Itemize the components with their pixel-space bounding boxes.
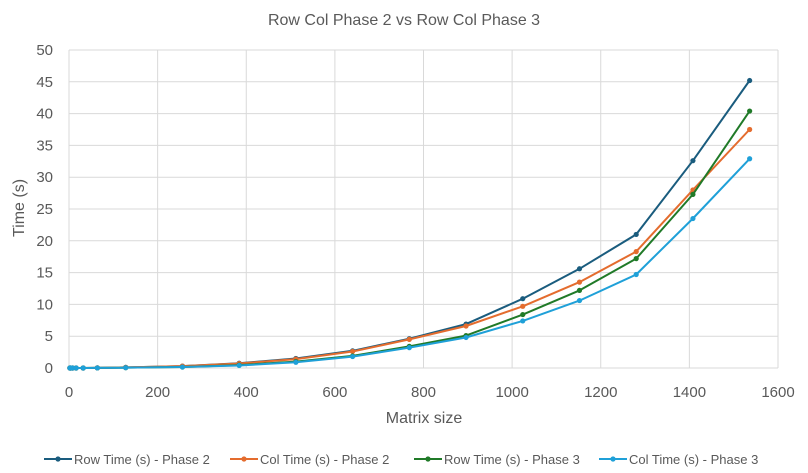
data-point <box>520 303 526 309</box>
data-point <box>520 318 526 324</box>
data-point <box>690 158 696 164</box>
y-tick-label: 40 <box>36 106 53 123</box>
data-point <box>747 77 753 84</box>
x-tick-label: 0 <box>65 384 73 401</box>
data-point <box>350 348 356 355</box>
data-point <box>236 362 242 369</box>
data-point <box>406 345 412 351</box>
y-tick-label: 15 <box>36 265 53 282</box>
x-tick-label: 1000 <box>495 384 528 401</box>
y-tick-label: 45 <box>36 74 53 91</box>
legend-item: Col Time (s) - Phase 2 <box>230 452 389 467</box>
legend-marker <box>55 456 61 462</box>
data-point <box>576 287 583 294</box>
x-tick-label: 400 <box>234 384 259 401</box>
data-point <box>690 215 696 222</box>
data-point <box>576 279 583 285</box>
legend-marker <box>610 456 616 462</box>
series-line <box>69 128 751 369</box>
y-tick-label: 35 <box>36 137 53 154</box>
series-1 <box>67 77 753 371</box>
data-point <box>633 256 639 262</box>
legend-marker <box>425 456 431 462</box>
legend-item: Row Time (s) - Phase 2 <box>44 452 210 467</box>
data-point <box>463 323 469 329</box>
data-point <box>123 365 129 371</box>
chart-title: Row Col Phase 2 vs Row Col Phase 3 <box>268 12 540 29</box>
y-tick-label: 25 <box>36 201 53 218</box>
data-point <box>520 296 526 302</box>
data-point <box>690 191 696 197</box>
data-point <box>350 353 356 360</box>
data-point <box>633 271 639 278</box>
y-axis-label: Time (s) <box>11 179 28 237</box>
x-axis-ticks: 0 200 400 600 800 1000 1200 1400 1600 <box>65 384 795 401</box>
data-point <box>633 249 639 255</box>
x-tick-label: 1200 <box>584 384 617 401</box>
data-point <box>179 364 186 370</box>
x-tick-label: 1600 <box>761 384 794 401</box>
data-point <box>406 336 412 342</box>
y-tick-label: 10 <box>36 296 53 313</box>
legend-marker <box>241 456 247 462</box>
series-group <box>67 77 753 371</box>
data-point <box>633 231 639 238</box>
data-point <box>747 156 753 162</box>
y-tick-label: 0 <box>45 360 53 377</box>
y-tick-label: 30 <box>36 169 53 186</box>
legend-label: Col Time (s) - Phase 2 <box>260 452 389 467</box>
y-tick-label: 20 <box>36 233 53 250</box>
data-point <box>747 126 753 133</box>
legend: Row Time (s) - Phase 2 Col Time (s) - Pha… <box>44 452 758 467</box>
data-point <box>94 365 100 371</box>
gridlines <box>68 49 779 369</box>
x-axis-label: Matrix size <box>386 410 463 427</box>
y-tick-label: 50 <box>36 42 53 59</box>
series-line <box>69 79 751 369</box>
legend-label: Row Time (s) - Phase 3 <box>444 452 580 467</box>
x-tick-label: 1400 <box>673 384 706 401</box>
legend-item: Row Time (s) - Phase 3 <box>414 452 580 467</box>
x-tick-label: 200 <box>145 384 170 401</box>
data-point <box>747 108 753 114</box>
legend-label: Col Time (s) - Phase 3 <box>629 452 758 467</box>
y-tick-label: 5 <box>45 328 53 345</box>
series-2 <box>67 126 753 371</box>
x-tick-label: 800 <box>411 384 436 401</box>
data-point <box>293 359 299 365</box>
series-3 <box>67 108 753 371</box>
data-point <box>80 365 86 371</box>
legend-label: Row Time (s) - Phase 2 <box>74 452 210 467</box>
data-point <box>576 266 583 272</box>
data-point <box>520 311 526 318</box>
y-axis-ticks: 0 5 10 15 20 25 30 35 40 45 50 <box>36 42 53 377</box>
series-4 <box>67 156 753 371</box>
data-point <box>463 334 469 341</box>
data-point <box>73 365 79 371</box>
data-point <box>576 297 583 304</box>
x-tick-label: 600 <box>322 384 347 401</box>
legend-item: Col Time (s) - Phase 3 <box>599 452 758 467</box>
